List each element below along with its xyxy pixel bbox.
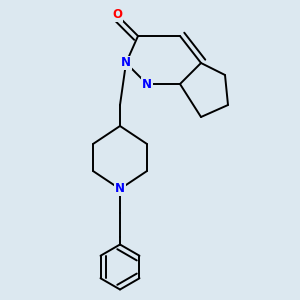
Text: O: O [112,8,122,22]
Text: N: N [121,56,131,70]
Text: N: N [142,77,152,91]
Text: N: N [115,182,125,196]
